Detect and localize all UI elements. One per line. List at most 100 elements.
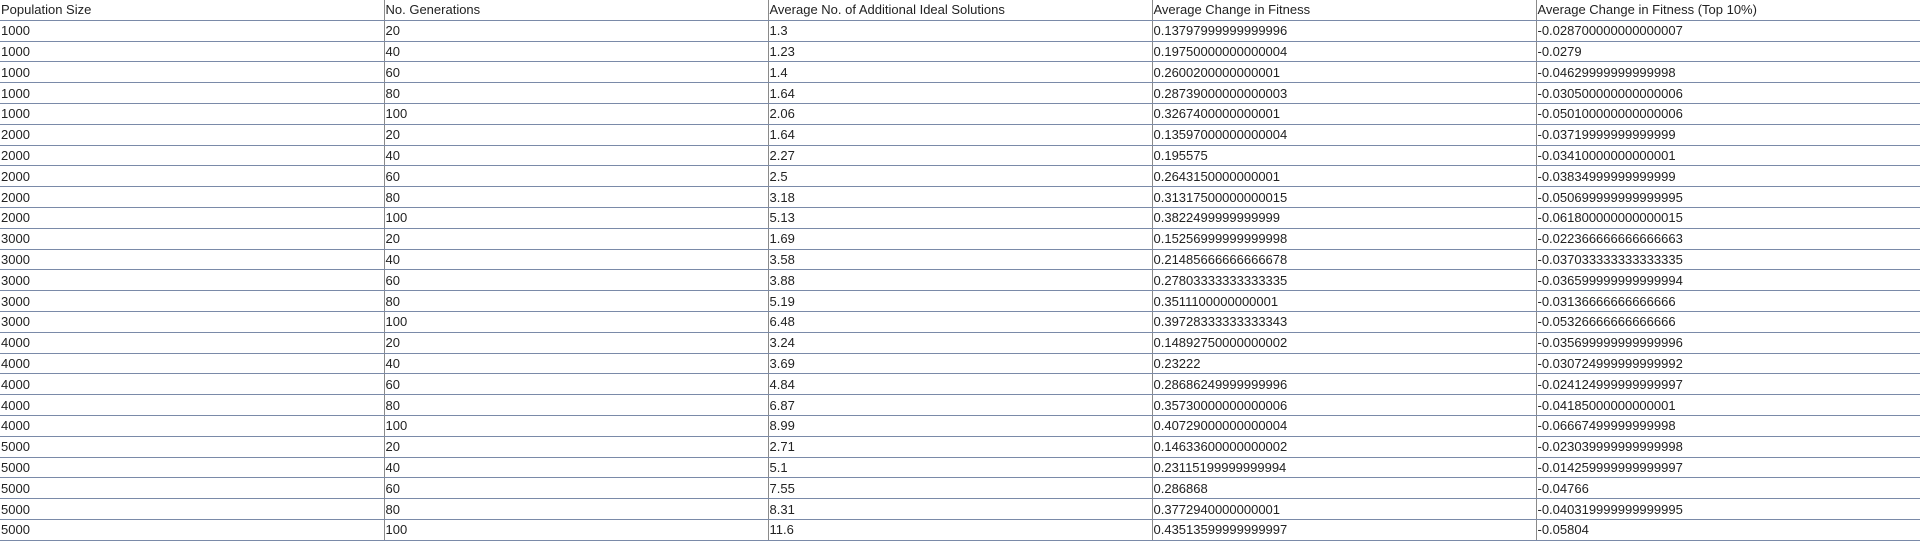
cell-no-generations: 40 xyxy=(384,353,769,375)
cell-population-size: 5000 xyxy=(0,519,385,541)
cell-population-size: 5000 xyxy=(0,498,385,520)
cell-population-size: 5000 xyxy=(0,436,385,458)
cell-avg-change-in-fitness: 0.13597000000000004 xyxy=(1152,124,1537,146)
cell-population-size: 2000 xyxy=(0,124,385,146)
table-body: 1000 20 1.3 0.13797999999999996 -0.028700000… xyxy=(0,20,1920,541)
cell-avg-change-in-fitness-top10: -0.035699999999999996 xyxy=(1536,332,1920,354)
cell-avg-change-in-fitness: 0.14633600000000002 xyxy=(1152,436,1537,458)
cell-no-generations: 20 xyxy=(384,332,769,354)
cell-no-generations: 40 xyxy=(384,457,769,479)
table-row: 1000 40 1.23 0.19750000000000004 -0.0279 xyxy=(0,41,1920,63)
cell-no-generations: 80 xyxy=(384,394,769,416)
cell-no-generations: 80 xyxy=(384,186,769,208)
cell-population-size: 3000 xyxy=(0,311,385,333)
cell-avg-change-in-fitness-top10: -0.014259999999999997 xyxy=(1536,457,1920,479)
cell-avg-change-in-fitness-top10: -0.05326666666666666 xyxy=(1536,311,1920,333)
table-row: 5000 100 11.6 0.43513599999999997 -0.05804 xyxy=(0,519,1920,541)
cell-avg-additional-ideal-solutions: 3.69 xyxy=(768,353,1153,375)
cell-avg-change-in-fitness-top10: -0.03834999999999999 xyxy=(1536,165,1920,188)
cell-avg-additional-ideal-solutions: 3.18 xyxy=(768,186,1153,208)
cell-no-generations: 60 xyxy=(384,269,769,292)
cell-no-generations: 20 xyxy=(384,124,769,146)
cell-avg-additional-ideal-solutions: 2.06 xyxy=(768,103,1153,125)
cell-population-size: 2000 xyxy=(0,145,385,167)
table-row: 5000 60 7.55 0.286868 -0.04766 xyxy=(0,477,1920,500)
cell-avg-change-in-fitness-top10: -0.023039999999999998 xyxy=(1536,436,1920,458)
cell-avg-additional-ideal-solutions: 1.3 xyxy=(768,20,1153,42)
table-row: 2000 100 5.13 0.3822499999999999 -0.06180000… xyxy=(0,207,1920,229)
cell-avg-change-in-fitness-top10: -0.0279 xyxy=(1536,41,1920,63)
cell-avg-additional-ideal-solutions: 8.99 xyxy=(768,415,1153,437)
cell-avg-additional-ideal-solutions: 6.48 xyxy=(768,311,1153,333)
cell-avg-additional-ideal-solutions: 7.55 xyxy=(768,477,1153,500)
table-row: 1000 80 1.64 0.28739000000000003 -0.03050000… xyxy=(0,82,1920,104)
table-row: 2000 60 2.5 0.2643150000000001 -0.0383499999… xyxy=(0,165,1920,188)
cell-population-size: 3000 xyxy=(0,228,385,250)
cell-no-generations: 60 xyxy=(384,61,769,84)
cell-population-size: 2000 xyxy=(0,207,385,229)
cell-no-generations: 60 xyxy=(384,165,769,188)
table-row: 4000 20 3.24 0.14892750000000002 -0.03569999… xyxy=(0,332,1920,354)
cell-avg-change-in-fitness: 0.19750000000000004 xyxy=(1152,41,1537,63)
cell-avg-change-in-fitness-top10: -0.04766 xyxy=(1536,477,1920,500)
cell-avg-additional-ideal-solutions: 6.87 xyxy=(768,394,1153,416)
header-no-generations: No. Generations xyxy=(384,0,769,21)
cell-no-generations: 40 xyxy=(384,41,769,63)
table-row: 3000 100 6.48 0.39728333333333343 -0.0532666… xyxy=(0,311,1920,333)
cell-avg-change-in-fitness: 0.13797999999999996 xyxy=(1152,20,1537,42)
cell-no-generations: 40 xyxy=(384,145,769,167)
cell-avg-change-in-fitness: 0.286868 xyxy=(1152,477,1537,500)
cell-no-generations: 20 xyxy=(384,20,769,42)
table-row: 3000 80 5.19 0.3511100000000001 -0.031366666… xyxy=(0,290,1920,312)
header-population-size: Population Size xyxy=(0,0,385,21)
header-row: Population Size No. Generations Average … xyxy=(0,0,1920,21)
cell-avg-change-in-fitness: 0.3822499999999999 xyxy=(1152,207,1537,229)
cell-population-size: 2000 xyxy=(0,165,385,188)
cell-population-size: 4000 xyxy=(0,373,385,396)
cell-no-generations: 80 xyxy=(384,82,769,104)
cell-avg-additional-ideal-solutions: 1.23 xyxy=(768,41,1153,63)
cell-avg-change-in-fitness-top10: -0.037033333333333335 xyxy=(1536,249,1920,271)
cell-avg-change-in-fitness: 0.2600200000000001 xyxy=(1152,61,1537,84)
cell-avg-additional-ideal-solutions: 1.69 xyxy=(768,228,1153,250)
cell-population-size: 2000 xyxy=(0,186,385,208)
cell-avg-change-in-fitness: 0.2643150000000001 xyxy=(1152,165,1537,188)
table-row: 2000 40 2.27 0.195575 -0.03410000000000001 xyxy=(0,145,1920,167)
cell-avg-change-in-fitness-top10: -0.03719999999999999 xyxy=(1536,124,1920,146)
cell-avg-change-in-fitness: 0.39728333333333343 xyxy=(1152,311,1537,333)
cell-avg-change-in-fitness-top10: -0.036599999999999994 xyxy=(1536,269,1920,292)
cell-avg-change-in-fitness-top10: -0.040319999999999995 xyxy=(1536,498,1920,520)
cell-no-generations: 60 xyxy=(384,373,769,396)
cell-avg-change-in-fitness: 0.23222 xyxy=(1152,353,1537,375)
cell-avg-change-in-fitness: 0.21485666666666678 xyxy=(1152,249,1537,271)
cell-avg-change-in-fitness: 0.3267400000000001 xyxy=(1152,103,1537,125)
cell-avg-change-in-fitness-top10: -0.05804 xyxy=(1536,519,1920,541)
header-avg-additional-ideal-solutions: Average No. of Additional Ideal Solution… xyxy=(768,0,1153,21)
cell-population-size: 4000 xyxy=(0,332,385,354)
table-header: Population Size No. Generations Average … xyxy=(0,0,1920,21)
cell-avg-change-in-fitness-top10: -0.06667499999999998 xyxy=(1536,415,1920,437)
cell-avg-additional-ideal-solutions: 4.84 xyxy=(768,373,1153,396)
table-row: 4000 100 8.99 0.40729000000000004 -0.0666749… xyxy=(0,415,1920,437)
cell-population-size: 1000 xyxy=(0,61,385,84)
cell-avg-change-in-fitness-top10: -0.030724999999999992 xyxy=(1536,353,1920,375)
header-avg-change-in-fitness-top10: Average Change in Fitness (Top 10%) xyxy=(1536,0,1920,21)
cell-population-size: 3000 xyxy=(0,269,385,292)
table-row: 4000 40 3.69 0.23222 -0.030724999999999992 xyxy=(0,353,1920,375)
cell-avg-additional-ideal-solutions: 3.58 xyxy=(768,249,1153,271)
cell-population-size: 4000 xyxy=(0,394,385,416)
cell-avg-change-in-fitness: 0.14892750000000002 xyxy=(1152,332,1537,354)
cell-avg-change-in-fitness: 0.28739000000000003 xyxy=(1152,82,1537,104)
cell-avg-change-in-fitness: 0.31317500000000015 xyxy=(1152,186,1537,208)
cell-avg-additional-ideal-solutions: 3.88 xyxy=(768,269,1153,292)
header-avg-change-in-fitness: Average Change in Fitness xyxy=(1152,0,1537,21)
table-row: 2000 20 1.64 0.13597000000000004 -0.03719999… xyxy=(0,124,1920,146)
cell-no-generations: 100 xyxy=(384,415,769,437)
cell-no-generations: 100 xyxy=(384,311,769,333)
cell-avg-additional-ideal-solutions: 1.64 xyxy=(768,124,1153,146)
cell-avg-change-in-fitness: 0.3511100000000001 xyxy=(1152,290,1537,312)
table-row: 3000 60 3.88 0.27803333333333335 -0.03659999… xyxy=(0,269,1920,292)
cell-avg-additional-ideal-solutions: 2.71 xyxy=(768,436,1153,458)
cell-no-generations: 20 xyxy=(384,436,769,458)
